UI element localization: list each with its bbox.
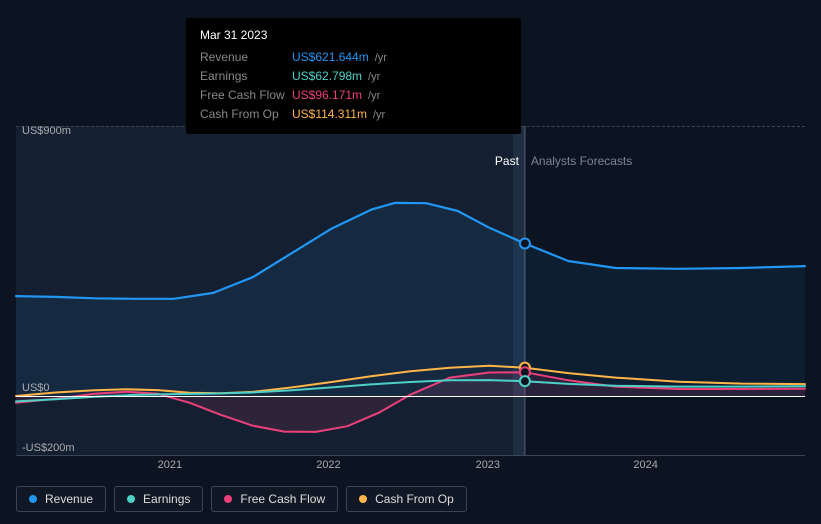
x-axis-tick: 2023 [476,459,500,471]
chart-plot-area[interactable]: US$900m US$0 -US$200m Past Analysts Fore… [16,126,805,456]
tooltip-row-unit: /yr [373,106,385,124]
x-axis-tick: 2024 [633,459,657,471]
y-axis-label-min: -US$200m [22,442,75,454]
legend-item-label: Earnings [143,492,190,506]
tooltip-row-value: US$621.644m [292,48,369,66]
tooltip-row-label: Cash From Op [200,105,292,123]
tooltip-row-label: Revenue [200,48,292,66]
legend-dot-icon [127,495,135,503]
zero-baseline [16,396,805,397]
legend-dot-icon [359,495,367,503]
legend-item-label: Revenue [45,492,93,506]
legend-item-cash_from_op[interactable]: Cash From Op [346,486,467,512]
hover-tooltip: Mar 31 2023 RevenueUS$621.644m/yrEarning… [186,18,521,134]
y-axis-label-max: US$900m [22,125,71,137]
legend-dot-icon [29,495,37,503]
tooltip-row: Free Cash FlowUS$96.171m/yr [200,86,507,105]
tooltip-row: RevenueUS$621.644m/yr [200,48,507,67]
x-axis-tick: 2022 [316,459,340,471]
tooltip-row: Cash From OpUS$114.311m/yr [200,105,507,124]
tooltip-row-unit: /yr [368,68,380,86]
legend-dot-icon [224,495,232,503]
tooltip-row-unit: /yr [368,87,380,105]
chart-legend: Revenue Earnings Free Cash Flow Cash From O… [16,486,467,512]
region-label-forecast: Analysts Forecasts [531,154,632,168]
legend-item-revenue[interactable]: Revenue [16,486,106,512]
legend-item-earnings[interactable]: Earnings [114,486,203,512]
region-label-past: Past [495,154,519,168]
legend-item-label: Cash From Op [375,492,454,506]
tooltip-row-value: US$96.171m [292,86,362,104]
legend-item-label: Free Cash Flow [240,492,325,506]
tooltip-row-label: Free Cash Flow [200,86,292,104]
y-axis-label-zero: US$0 [22,382,50,394]
tooltip-row-value: US$114.311m [292,105,367,123]
tooltip-row-label: Earnings [200,67,292,85]
gridline-min [16,455,805,456]
tooltip-row: EarningsUS$62.798m/yr [200,67,507,86]
tooltip-date: Mar 31 2023 [200,28,507,42]
x-axis-tick: 2021 [158,459,182,471]
tooltip-row-value: US$62.798m [292,67,362,85]
tooltip-row-unit: /yr [375,49,387,67]
legend-item-free_cash_flow[interactable]: Free Cash Flow [211,486,338,512]
chart-container: Mar 31 2023 RevenueUS$621.644m/yrEarning… [0,0,821,524]
chart-svg [16,126,805,456]
